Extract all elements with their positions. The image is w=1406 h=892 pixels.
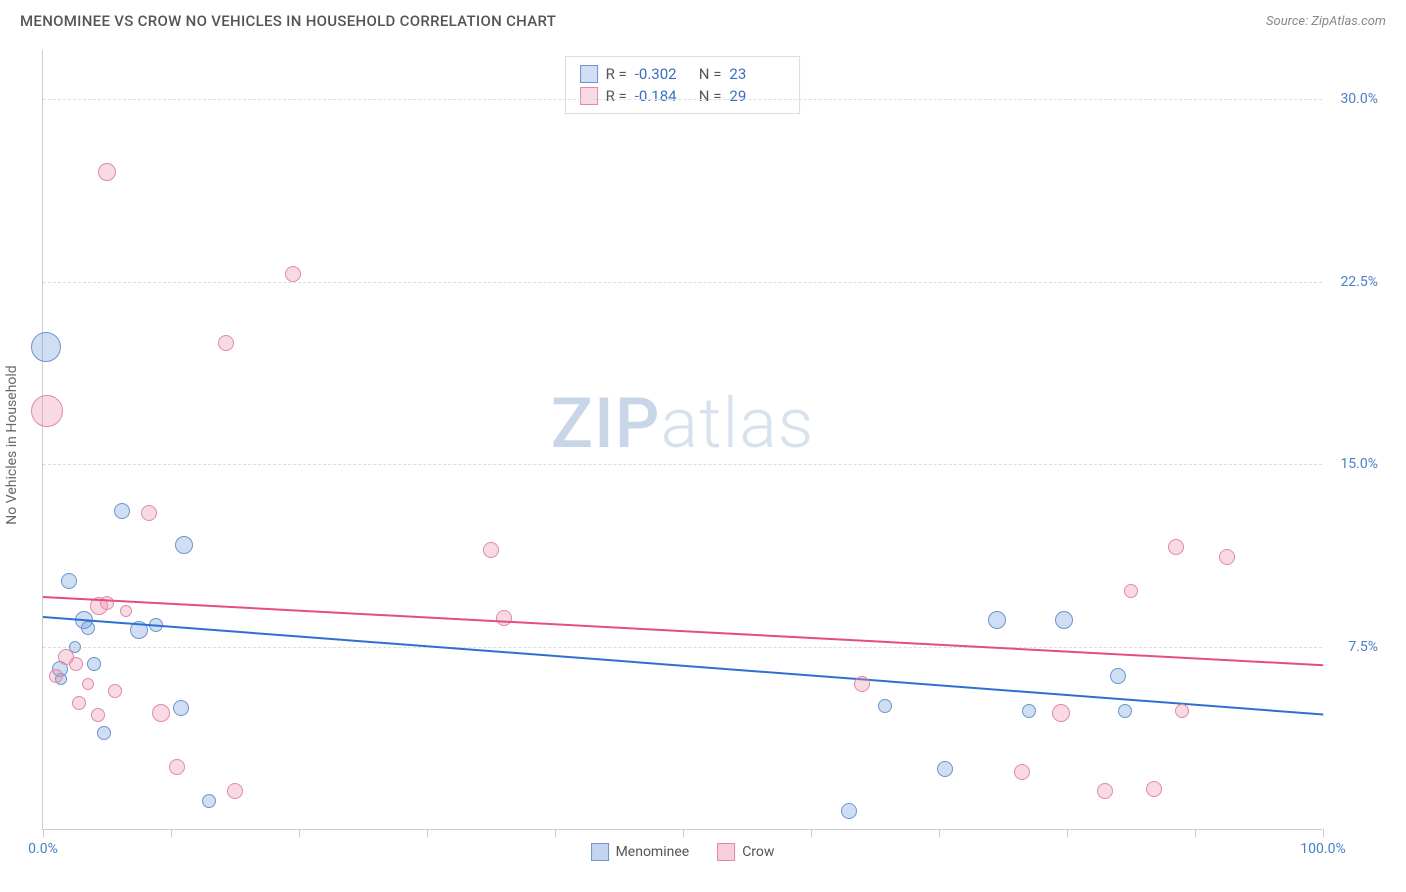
data-point xyxy=(98,163,116,181)
stat-r-value: -0.184 xyxy=(635,87,691,105)
legend-swatch xyxy=(591,843,609,861)
source-attribution: Source: ZipAtlas.com xyxy=(1266,14,1386,29)
data-point xyxy=(1055,611,1073,629)
x-tick xyxy=(1067,829,1068,837)
data-point xyxy=(483,542,499,558)
data-point xyxy=(1146,781,1162,797)
data-point xyxy=(227,783,243,799)
data-point xyxy=(49,669,63,683)
data-point xyxy=(1097,783,1113,799)
series-swatch xyxy=(580,65,598,83)
data-point xyxy=(120,605,132,617)
x-tick xyxy=(683,829,684,837)
data-point xyxy=(1014,764,1030,780)
x-tick xyxy=(1195,829,1196,837)
x-tick-label: 100.0% xyxy=(1300,841,1345,857)
data-point xyxy=(854,676,870,692)
x-tick xyxy=(555,829,556,837)
stat-r-label: R = xyxy=(606,87,627,105)
data-point xyxy=(1110,668,1126,684)
data-point xyxy=(988,611,1006,629)
data-point xyxy=(108,684,122,698)
stat-n-label: N = xyxy=(699,65,722,83)
correlation-stats-box: R = -0.302 N = 23 R = -0.184 N = 29 xyxy=(565,56,801,114)
data-point xyxy=(152,704,170,722)
data-point xyxy=(175,536,193,554)
stat-n-value: 29 xyxy=(729,87,785,105)
data-point xyxy=(1219,549,1235,565)
chart-title: MENOMINEE VS CROW NO VEHICLES IN HOUSEHO… xyxy=(20,12,556,30)
x-tick xyxy=(1323,829,1324,837)
data-point xyxy=(218,335,234,351)
y-tick-label: 15.0% xyxy=(1328,456,1378,472)
gridline xyxy=(43,464,1322,465)
chart-header: MENOMINEE VS CROW NO VEHICLES IN HOUSEHO… xyxy=(0,0,1406,34)
data-point xyxy=(1168,539,1184,555)
data-point xyxy=(841,803,857,819)
stat-r-label: R = xyxy=(606,65,627,83)
stat-r-value: -0.302 xyxy=(635,65,691,83)
stats-row: R = -0.302 N = 23 xyxy=(580,63,786,85)
data-point xyxy=(173,700,189,716)
y-tick-label: 22.5% xyxy=(1328,274,1378,290)
watermark: ZIPatlas xyxy=(551,383,815,465)
data-point xyxy=(82,678,94,690)
data-point xyxy=(169,759,185,775)
legend-item: Menominee xyxy=(591,843,690,861)
data-point xyxy=(1175,704,1189,718)
legend-label: Crow xyxy=(742,844,774,860)
data-point xyxy=(937,761,953,777)
x-tick xyxy=(427,829,428,837)
data-point xyxy=(114,503,130,519)
data-point xyxy=(31,332,61,362)
gridline xyxy=(43,282,1322,283)
data-point xyxy=(91,708,105,722)
series-legend: Menominee Crow xyxy=(591,843,775,861)
data-point xyxy=(72,696,86,710)
y-axis-label: No Vehicles in Household xyxy=(4,365,20,524)
legend-label: Menominee xyxy=(616,844,690,860)
gridline xyxy=(43,647,1322,648)
plot-region: ZIPatlas R =-0.302N =23R =-0.184N =29 Me… xyxy=(42,50,1322,830)
y-tick-label: 30.0% xyxy=(1328,91,1378,107)
stat-n-value: 23 xyxy=(729,65,785,83)
data-point xyxy=(69,657,83,671)
data-point xyxy=(81,621,95,635)
gridline xyxy=(43,99,1322,100)
x-tick xyxy=(171,829,172,837)
data-point xyxy=(141,505,157,521)
data-point xyxy=(97,726,111,740)
data-point xyxy=(61,573,77,589)
legend-item: Crow xyxy=(717,843,774,861)
data-point xyxy=(285,266,301,282)
stat-n-label: N = xyxy=(699,87,722,105)
x-tick xyxy=(43,829,44,837)
data-point xyxy=(1022,704,1036,718)
data-point xyxy=(496,610,512,626)
x-tick xyxy=(811,829,812,837)
watermark-light: atlas xyxy=(660,383,814,465)
x-tick xyxy=(939,829,940,837)
x-tick xyxy=(299,829,300,837)
y-tick-label: 7.5% xyxy=(1328,639,1378,655)
data-point xyxy=(1052,704,1070,722)
data-point xyxy=(87,657,101,671)
data-point xyxy=(1124,584,1138,598)
x-tick-label: 0.0% xyxy=(28,841,58,857)
data-point xyxy=(202,794,216,808)
data-point xyxy=(878,699,892,713)
data-point xyxy=(31,395,63,427)
stats-row: R = -0.184 N = 29 xyxy=(580,85,786,107)
data-point xyxy=(1118,704,1132,718)
watermark-bold: ZIP xyxy=(551,383,661,465)
legend-swatch xyxy=(717,843,735,861)
chart-area: No Vehicles in Household ZIPatlas R =-0.… xyxy=(42,50,1382,840)
series-swatch xyxy=(580,87,598,105)
